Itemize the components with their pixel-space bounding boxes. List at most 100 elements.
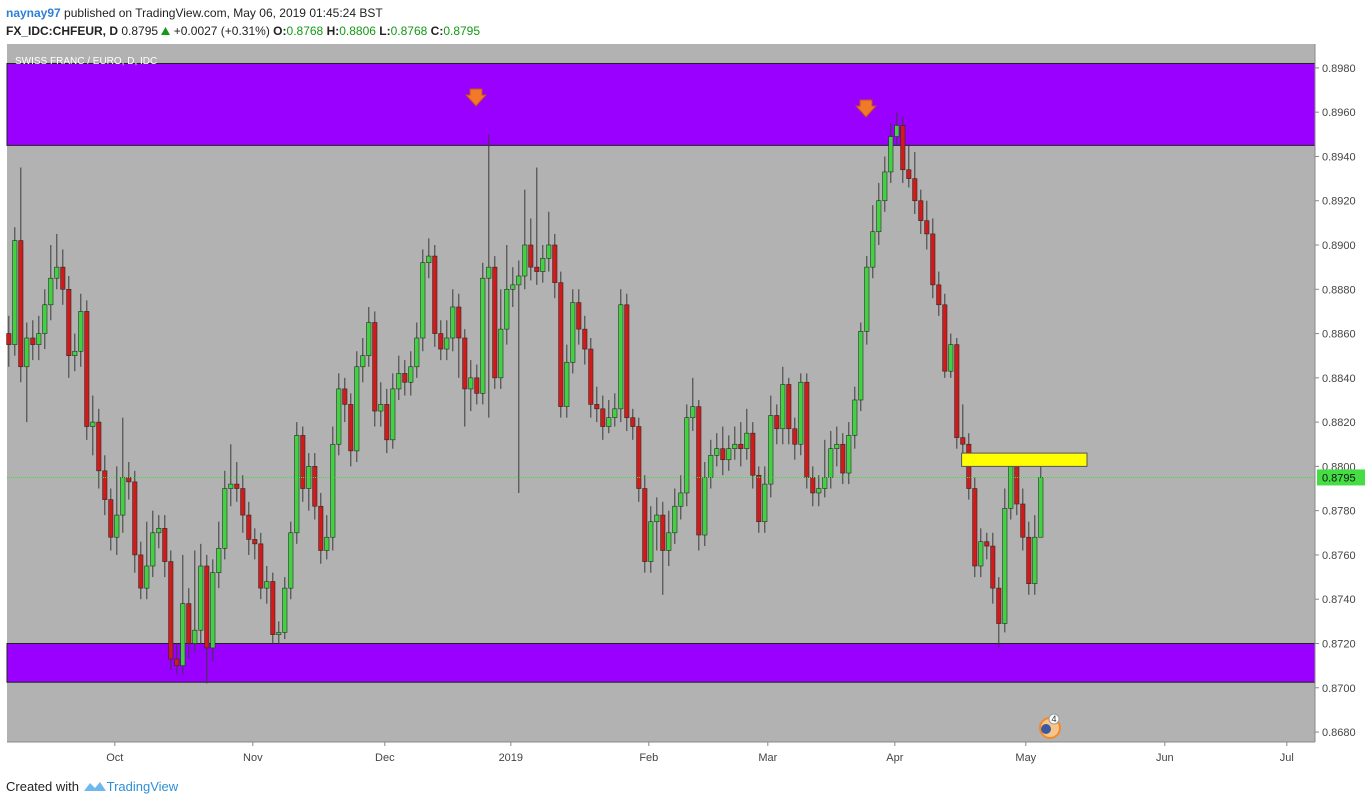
candle-body (474, 377, 480, 394)
footer-prefix: Created with (6, 779, 79, 794)
candle-body (552, 244, 558, 283)
y-tick-label: 0.8940 (1322, 151, 1356, 163)
candle-body (918, 200, 924, 221)
footer-brand[interactable]: TradingView (106, 779, 179, 794)
candle-body (366, 322, 372, 356)
candle-body (432, 255, 438, 334)
candle-body (1038, 477, 1044, 538)
zone (6, 642, 1316, 683)
candle-body (534, 266, 540, 272)
candle-body (264, 581, 270, 589)
candle-body (720, 448, 726, 461)
candle-body (576, 302, 582, 330)
candle-body (18, 240, 24, 368)
down-arrow (854, 99, 878, 118)
candle-body (12, 240, 18, 345)
candle-body (954, 344, 960, 438)
candle-body (912, 178, 918, 202)
y-tick-label: 0.8680 (1322, 727, 1356, 739)
candle-body (738, 443, 744, 449)
candle-body (564, 362, 570, 407)
candle-body (594, 404, 600, 410)
quote-label: H: (326, 24, 340, 38)
y-tick-label: 0.8720 (1322, 638, 1356, 650)
candle-body (414, 337, 420, 368)
candle-body (372, 322, 378, 412)
candle-body (792, 428, 798, 445)
candle-body (90, 421, 96, 427)
candle-body (906, 169, 912, 179)
candle-body (336, 388, 342, 445)
candle-body (1014, 463, 1020, 505)
quote-value: 0.8806 (339, 24, 376, 38)
x-tick-label: Jul (1280, 752, 1294, 764)
quote-label: L: (379, 24, 391, 38)
candle-body (984, 541, 990, 547)
quote-value: 0.8768 (390, 24, 428, 38)
candle-body (708, 455, 714, 478)
candle-body (678, 492, 684, 507)
plot-background (7, 44, 1315, 742)
events-icon (1041, 724, 1051, 734)
symbol: FX_IDC:CHFEUR, D (6, 24, 119, 38)
candle-body (186, 603, 192, 644)
candle-body (750, 432, 756, 476)
candle-body (972, 488, 978, 567)
candle-body (810, 477, 816, 494)
candle-body (204, 565, 210, 649)
candle-body (960, 437, 966, 445)
candle-body (804, 381, 810, 478)
candle-body (282, 587, 288, 633)
x-tick-label: 2019 (499, 752, 523, 764)
candle-body (192, 629, 198, 644)
candle-body (498, 328, 504, 379)
candle-body (768, 415, 774, 485)
published: published on TradingView.com, May 06, 20… (64, 6, 383, 20)
candle-body (222, 488, 228, 549)
candle-body (426, 255, 432, 264)
candle-body (816, 488, 822, 494)
candle-body (138, 554, 144, 589)
candle-body (600, 408, 606, 427)
candle-body (342, 388, 348, 405)
candle-body (198, 565, 204, 631)
candle-body (270, 581, 276, 635)
candle-body (660, 514, 666, 551)
author[interactable]: naynay97 (6, 6, 61, 20)
highlight-box (961, 452, 1088, 467)
candle-body (780, 384, 786, 430)
candle-body (348, 404, 354, 452)
candle-body (876, 200, 882, 233)
candle-body (48, 277, 54, 306)
y-tick-label: 0.8760 (1322, 550, 1356, 562)
candle-body (726, 448, 732, 461)
quote-value: 0.8795 (443, 24, 481, 38)
down-arrow (464, 88, 488, 107)
candle-body (618, 304, 624, 410)
last-price-label: 0.8795 (1322, 472, 1356, 484)
candle-body (606, 417, 612, 427)
candle-body (882, 171, 888, 202)
candle-body (420, 262, 426, 339)
candle-body (690, 406, 696, 418)
candle-body (1026, 536, 1032, 585)
candle-body (654, 514, 660, 523)
x-tick-label: Feb (639, 752, 658, 764)
quote-value: 0.8768 (286, 24, 324, 38)
candle-body (24, 337, 30, 368)
candle-body (30, 337, 36, 345)
events-badge[interactable]: 4 (1039, 713, 1061, 739)
footer: Created with TradingView (6, 779, 178, 794)
candle-body (396, 373, 402, 390)
candle-body (696, 406, 702, 536)
candle-body (300, 435, 306, 489)
candle-body (504, 288, 510, 330)
candle-body (354, 366, 360, 452)
candle-body (318, 505, 324, 551)
candle-body (582, 328, 588, 350)
candle-body (246, 514, 252, 540)
y-tick-label: 0.8900 (1322, 240, 1356, 252)
x-tick-label: Apr (886, 752, 903, 764)
candle-body (132, 481, 138, 556)
